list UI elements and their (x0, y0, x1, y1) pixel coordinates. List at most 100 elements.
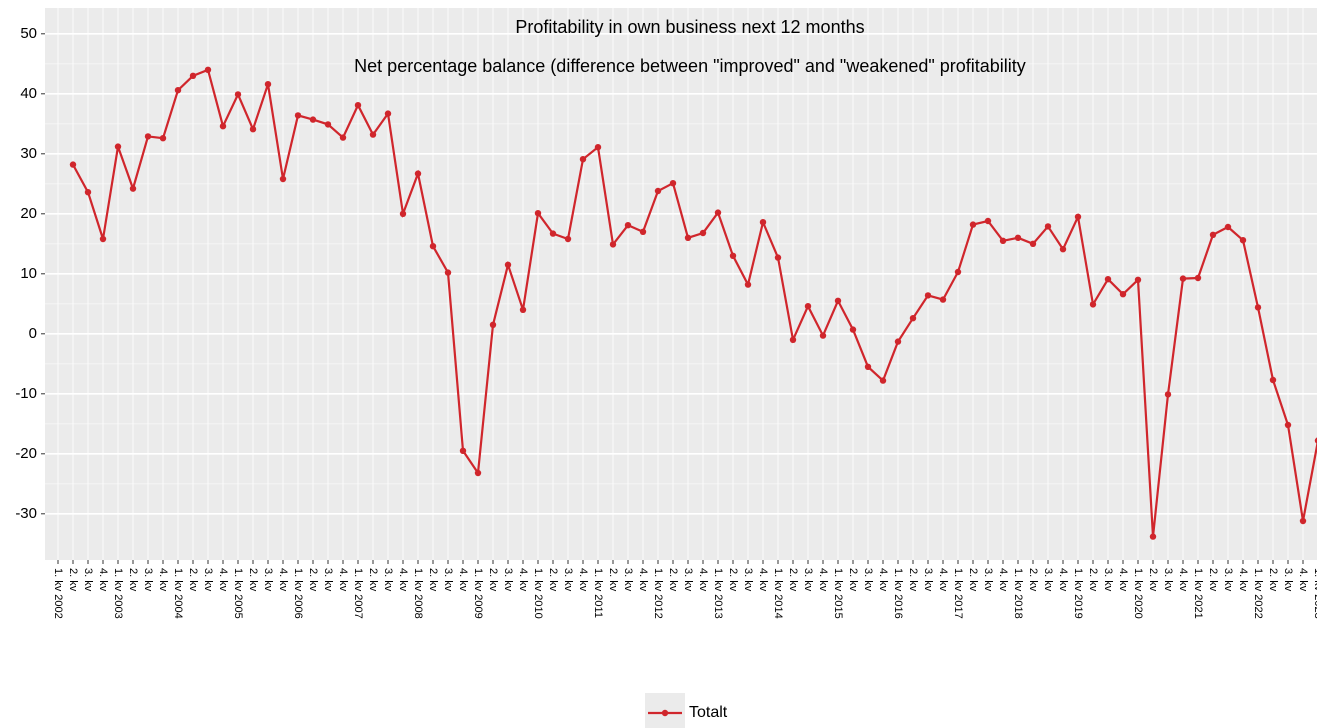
x-tick-label: 2. kv (967, 568, 979, 592)
x-tick-label: 2. kv (367, 568, 379, 592)
x-tick-label: 1. kv 2003 (112, 568, 124, 619)
data-point (939, 296, 947, 303)
x-tick-label: 4. kv (817, 568, 829, 592)
x-tick-label: 4. kv (397, 568, 409, 592)
x-tick-label: 4. kv (1117, 568, 1129, 592)
data-point (99, 235, 107, 243)
data-point (789, 336, 797, 343)
x-tick-label: 4. kv (697, 568, 709, 592)
x-tick-label: 3. kv (382, 568, 394, 592)
x-tick-label: 4. kv (1237, 568, 1249, 592)
x-tick-label: 2. kv (187, 568, 199, 592)
chart-subtitle: Net percentage balance (difference betwe… (354, 56, 1026, 76)
x-tick-label: 4. kv (997, 568, 1009, 592)
x-tick-label: 2. kv (1207, 568, 1219, 592)
data-point (909, 315, 917, 322)
data-point (504, 261, 512, 268)
data-point (354, 102, 362, 109)
x-tick-label: 2. kv (1027, 568, 1039, 592)
data-point (309, 116, 317, 123)
data-point (1104, 276, 1112, 283)
x-tick-label: 1. kv 2021 (1192, 568, 1204, 619)
data-point (1314, 437, 1317, 444)
x-tick-label: 2. kv (1267, 568, 1279, 592)
x-tick-label: 3. kv (82, 568, 94, 592)
data-point (489, 321, 497, 328)
x-tick-label: 2. kv (1087, 568, 1099, 592)
x-tick-label: 1. kv 2006 (292, 568, 304, 619)
data-point (984, 217, 992, 225)
data-point (849, 326, 857, 333)
data-point (714, 209, 722, 216)
x-tick-label: 2. kv (667, 568, 679, 592)
data-point (444, 269, 452, 276)
x-tick-label: 4. kv (97, 568, 109, 592)
x-tick-label: 2. kv (907, 568, 919, 592)
x-tick-label: 1. kv 2015 (832, 568, 844, 619)
data-point (819, 332, 827, 339)
data-point (264, 81, 272, 88)
data-point (1209, 231, 1217, 238)
x-tick-label: 1. kv 2012 (652, 568, 664, 619)
x-tick-label: 1. kv 2023 (1312, 568, 1317, 619)
data-point (324, 121, 332, 128)
data-point (159, 135, 167, 142)
data-point (1269, 376, 1277, 384)
data-point (189, 72, 197, 80)
x-tick-label: 3. kv (802, 568, 814, 592)
x-tick-label: 1. kv 2020 (1132, 568, 1144, 619)
data-point (519, 306, 527, 313)
data-point (219, 123, 227, 130)
data-point (1224, 223, 1232, 231)
data-point (729, 252, 737, 259)
y-tick-label: -10 (15, 385, 37, 402)
x-tick-label: 4. kv (877, 568, 889, 592)
data-point (804, 303, 812, 310)
data-point (144, 133, 152, 140)
data-point (699, 229, 707, 237)
data-point (279, 175, 287, 183)
x-tick-label: 4. kv (277, 568, 289, 592)
x-tick-label: 2. kv (427, 568, 439, 592)
legend-label: Totalt (689, 704, 728, 721)
data-point (1254, 304, 1262, 311)
data-point (564, 235, 572, 243)
data-point (1299, 517, 1307, 525)
data-point (174, 87, 182, 94)
x-tick-label: 3. kv (262, 568, 274, 592)
data-point (474, 469, 482, 477)
data-point (249, 126, 257, 133)
x-tick-label: 1. kv 2014 (772, 568, 784, 619)
x-tick-label: 1. kv 2007 (352, 568, 364, 619)
data-point (1029, 240, 1037, 247)
x-tick-label: 4. kv (517, 568, 529, 592)
data-point (684, 234, 692, 241)
data-point (1239, 237, 1247, 244)
x-tick-label: 4. kv (1177, 568, 1189, 592)
data-point (669, 180, 677, 187)
data-point (339, 134, 347, 141)
x-tick-label: 3. kv (202, 568, 214, 592)
data-point (759, 219, 767, 226)
data-point (1194, 274, 1202, 282)
x-tick-label: 3. kv (862, 568, 874, 592)
plot-background (45, 8, 1317, 560)
y-tick-label: 30 (20, 145, 37, 162)
x-tick-label: 2. kv (487, 568, 499, 592)
x-tick-label: 4. kv (157, 568, 169, 592)
y-tick-label: 10 (20, 265, 37, 282)
x-tick-label: 3. kv (622, 568, 634, 592)
x-tick-label: 2. kv (127, 568, 139, 592)
x-tick-label: 1. kv 2018 (1012, 568, 1024, 619)
data-point (1149, 533, 1157, 540)
y-tick-label: 20 (20, 205, 37, 222)
x-tick-label: 3. kv (562, 568, 574, 592)
x-tick-label: 4. kv (1297, 568, 1309, 592)
chart-title: Profitability in own business next 12 mo… (515, 17, 864, 37)
x-tick-label: 4. kv (937, 568, 949, 592)
x-tick-label: 2. kv (607, 568, 619, 592)
x-tick-label: 1. kv 2017 (952, 568, 964, 619)
data-point (234, 91, 242, 98)
data-point (624, 222, 632, 229)
